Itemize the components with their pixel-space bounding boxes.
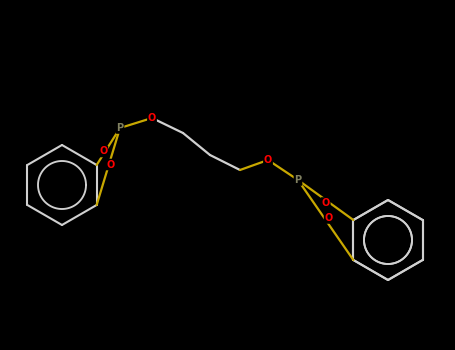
- Text: O: O: [106, 160, 115, 169]
- Text: O: O: [99, 147, 107, 156]
- Text: P: P: [294, 175, 302, 185]
- Text: O: O: [264, 155, 272, 165]
- Text: O: O: [322, 198, 330, 208]
- Text: O: O: [324, 213, 333, 223]
- Text: O: O: [148, 113, 156, 123]
- Text: P: P: [116, 123, 124, 133]
